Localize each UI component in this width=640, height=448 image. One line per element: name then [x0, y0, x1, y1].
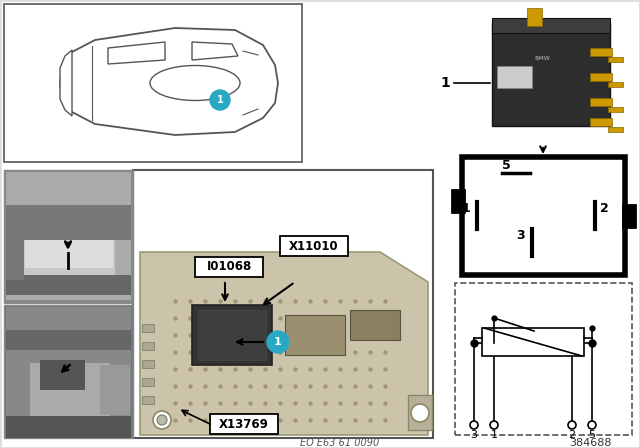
Circle shape [267, 331, 289, 353]
Bar [590, 73, 612, 81]
Text: X11010: X11010 [289, 240, 339, 253]
Bar [192, 305, 272, 365]
Bar [4, 170, 133, 303]
Bar [195, 257, 263, 277]
Polygon shape [408, 395, 432, 430]
Text: BMW: BMW [534, 56, 550, 60]
Bar [6, 205, 131, 240]
Text: 1: 1 [461, 202, 470, 215]
Bar [6, 215, 24, 280]
Ellipse shape [150, 65, 240, 100]
Bar [527, 8, 542, 26]
Bar [494, 341, 572, 355]
Bar [462, 157, 625, 275]
Circle shape [157, 415, 167, 425]
Text: 5: 5 [502, 159, 511, 172]
Circle shape [411, 404, 429, 422]
Bar [4, 4, 302, 162]
Bar [30, 363, 110, 418]
Text: EO E63 61 0090: EO E63 61 0090 [300, 438, 380, 448]
Circle shape [568, 421, 576, 429]
Polygon shape [192, 42, 238, 60]
Circle shape [490, 421, 498, 429]
Bar [6, 172, 131, 300]
Bar [6, 307, 131, 435]
Text: 3: 3 [516, 229, 525, 242]
Bar [210, 414, 278, 434]
Bar [452, 190, 464, 212]
Text: 3: 3 [470, 430, 477, 440]
Text: I01068: I01068 [206, 260, 252, 273]
Polygon shape [140, 252, 428, 435]
Bar [350, 310, 400, 340]
Bar [6, 330, 131, 350]
Bar [142, 378, 154, 386]
Bar [285, 315, 345, 355]
Text: 1: 1 [490, 430, 497, 440]
Bar [590, 118, 612, 126]
Bar [142, 342, 154, 350]
Bar [455, 283, 632, 435]
Text: 2: 2 [568, 430, 575, 440]
Polygon shape [108, 42, 165, 64]
Bar [497, 66, 532, 88]
Bar [623, 205, 635, 227]
Circle shape [210, 90, 230, 110]
Text: 1: 1 [216, 95, 223, 105]
Bar [4, 305, 133, 438]
Bar [608, 107, 623, 112]
Polygon shape [60, 50, 72, 116]
Circle shape [588, 421, 596, 429]
Polygon shape [60, 28, 278, 135]
Bar [198, 310, 266, 360]
Bar [20, 215, 115, 280]
Bar [280, 236, 348, 256]
Bar [608, 82, 623, 87]
Bar [100, 365, 130, 415]
Text: 2: 2 [600, 202, 609, 215]
Bar [133, 170, 433, 438]
Bar [6, 275, 131, 295]
Bar [6, 416, 131, 438]
Bar [608, 57, 623, 62]
Text: 1: 1 [274, 337, 282, 347]
Text: 1: 1 [440, 76, 450, 90]
Bar [142, 360, 154, 368]
Bar [608, 127, 623, 132]
Text: 384688: 384688 [569, 438, 611, 448]
Text: X13769: X13769 [219, 418, 269, 431]
Bar [40, 360, 85, 390]
Bar [142, 396, 154, 404]
Bar [142, 324, 154, 332]
Circle shape [153, 411, 171, 429]
Bar [492, 23, 610, 126]
Bar [590, 48, 612, 56]
Text: 5: 5 [589, 430, 595, 440]
Circle shape [470, 421, 478, 429]
Polygon shape [492, 18, 610, 33]
Bar [482, 328, 584, 356]
Bar [25, 216, 113, 268]
Bar [590, 98, 612, 106]
